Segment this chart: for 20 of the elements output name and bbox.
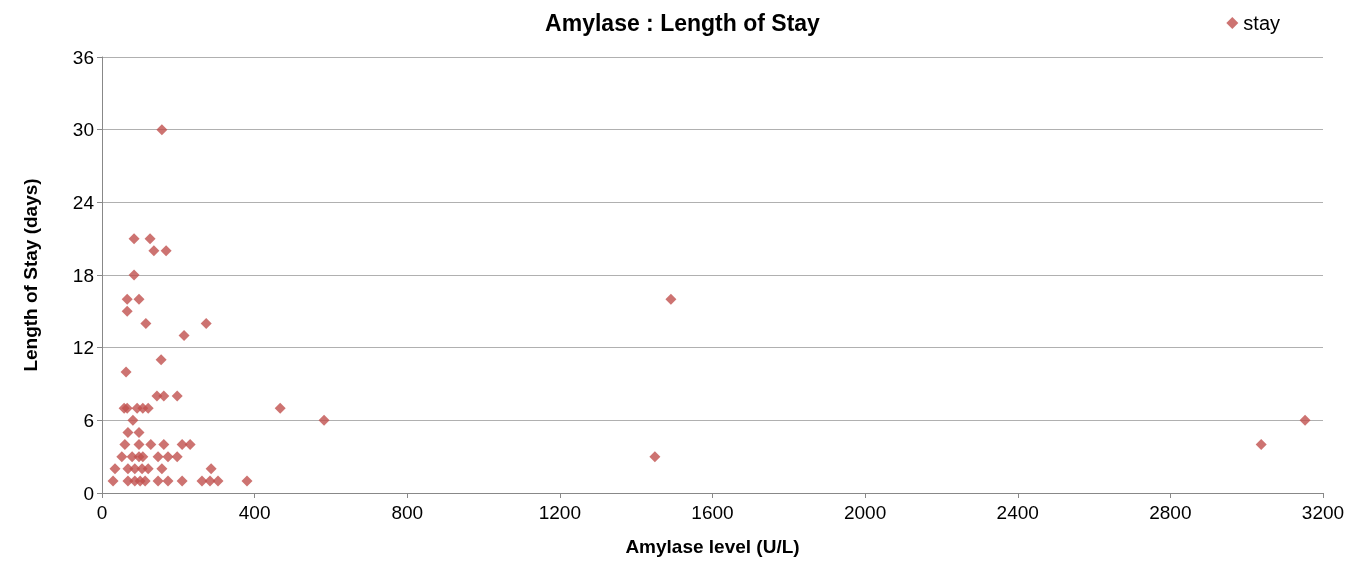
y-axis-title: Length of Stay (days) bbox=[20, 178, 41, 372]
x-tick-label: 3200 bbox=[1301, 502, 1345, 523]
chart-title: Amylase : Length of Stay bbox=[545, 9, 821, 36]
y-tick-label: 12 bbox=[72, 337, 94, 359]
x-tick-label: 2800 bbox=[1149, 502, 1192, 523]
y-tick-label: 0 bbox=[83, 482, 94, 504]
x-tick-label: 800 bbox=[391, 502, 424, 523]
x-tick-label: 2400 bbox=[996, 502, 1039, 523]
y-tick-label: 30 bbox=[72, 119, 94, 141]
x-tick-label: 1200 bbox=[538, 502, 582, 523]
y-tick-label: 6 bbox=[83, 409, 94, 431]
x-tick-label: 1600 bbox=[691, 502, 734, 523]
x-tick-label: 400 bbox=[238, 502, 271, 523]
y-tick-label: 36 bbox=[72, 46, 94, 68]
x-tick-label: 0 bbox=[96, 502, 108, 523]
y-tick-label: 18 bbox=[72, 264, 94, 286]
legend-label: stay bbox=[1243, 12, 1281, 34]
x-axis-title: Amylase level (U/L) bbox=[625, 536, 800, 557]
x-tick-label: 2000 bbox=[843, 502, 887, 523]
y-tick-label: 24 bbox=[72, 191, 95, 213]
